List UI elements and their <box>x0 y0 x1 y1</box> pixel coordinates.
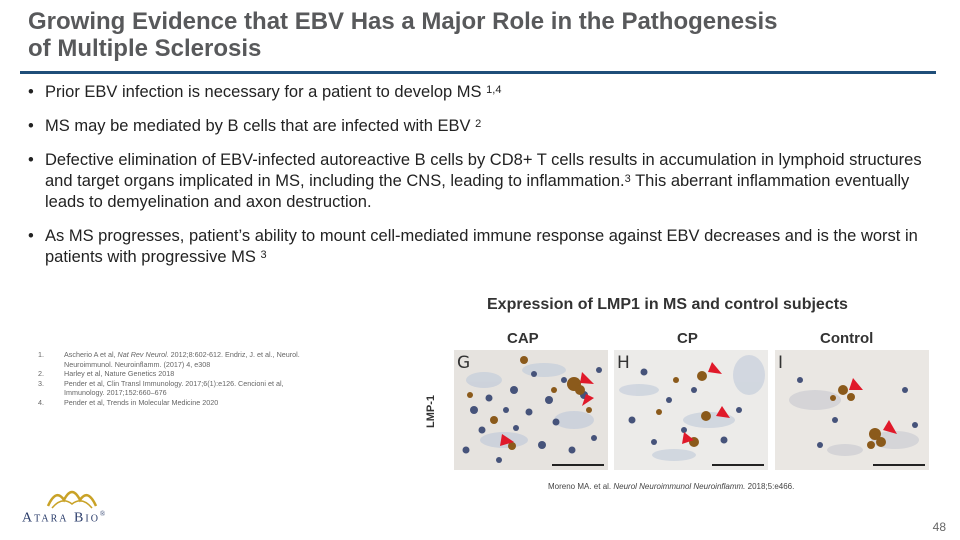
title-divider <box>20 71 936 74</box>
superscript: 1,4 <box>486 84 502 96</box>
panel-letter: G <box>457 353 471 373</box>
figure-citation: Moreno MA. et al. Neurol Neuroimmunol Ne… <box>548 482 795 491</box>
figure-title: Expression of LMP1 in MS and control sub… <box>487 296 848 313</box>
micrograph-panel-g: G <box>454 350 608 470</box>
bullet-item: Prior EBV infection is necessary for a p… <box>28 82 933 103</box>
slide-title: Growing Evidence that EBV Has a Major Ro… <box>28 8 928 62</box>
page-number: 48 <box>932 520 946 534</box>
row-label-lmp1: LMP-1 <box>425 395 437 428</box>
atara-bio-logo-icon <box>46 490 98 509</box>
bullet-item: As MS progresses, patient’s ability to m… <box>28 226 933 268</box>
title-line-2: of Multiple Sclerosis <box>28 35 262 62</box>
bullet-item: MS may be mediated by B cells that are i… <box>28 116 933 137</box>
panel-letter: H <box>617 353 630 373</box>
micrograph-image <box>454 350 608 470</box>
reference-item: 3. Pender et al, Clin Transl Immunology. … <box>38 378 284 398</box>
superscript: 3 <box>260 249 267 261</box>
reference-item: 4. Pender et al, Trends in Molecular Medi… <box>38 397 219 407</box>
title-line-1: Growing Evidence that EBV Has a Major Ro… <box>28 8 778 35</box>
logo-wordmark: Atara Bio® <box>22 510 108 526</box>
column-label-cap: CAP <box>507 330 539 347</box>
panel-letter: I <box>778 353 784 373</box>
column-label-cp: CP <box>677 330 698 347</box>
reference-item: 2. Harley et al, Nature Genetics 2018 <box>38 369 175 379</box>
micrograph-panel-h: H <box>614 350 768 470</box>
micrograph-image <box>775 350 929 470</box>
superscript: 3 <box>624 173 631 185</box>
bullet-list: Prior EBV infection is necessary for a p… <box>28 82 933 281</box>
micrograph-panel-i: I <box>775 350 929 470</box>
reference-list: 1. Ascherio A et al, Nat Rev Neurol. 2012… <box>38 350 310 408</box>
superscript: 2 <box>475 118 482 130</box>
column-label-control: Control <box>820 330 874 347</box>
bullet-item: Defective elimination of EBV-infected au… <box>28 150 933 213</box>
reference-item: 1. Ascherio A et al, Nat Rev Neurol. 2012… <box>38 350 300 369</box>
micrograph-image <box>614 350 768 470</box>
